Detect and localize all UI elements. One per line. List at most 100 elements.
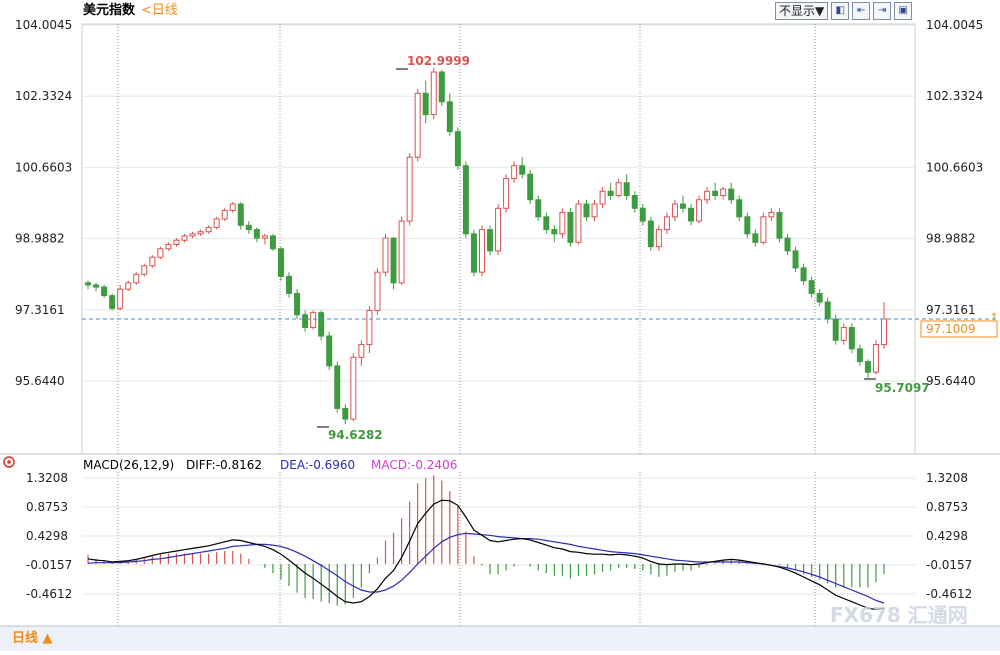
main-y-tick-right: 98.9882 [926,232,976,246]
candle-up [221,208,228,222]
candle-body [310,312,317,329]
candle-up [189,231,196,239]
candle-body [446,101,453,133]
candle-body [736,199,743,218]
candle-up [350,353,357,422]
candle-body [591,203,598,218]
period-link[interactable]: <日线 [141,3,178,18]
candle-body [840,327,847,341]
candle-body [382,237,389,273]
candle-body [237,203,244,226]
candle-up [495,204,502,256]
candle-body [728,188,735,201]
candle-up [133,272,140,285]
price-marker-icon: ⇑ [990,312,998,323]
dea-label: DEA:-0.6960 [280,458,355,472]
candle-body [109,295,116,309]
candle-body [350,356,357,420]
candle-down [390,237,397,290]
candle-body [647,220,654,248]
candle-up [671,199,678,222]
candle-body [848,327,855,350]
diff-label: DIFF:-0.8162 [186,458,262,472]
candle-body [575,203,582,243]
candle-up [406,152,413,226]
candle-up [181,233,188,243]
candle-down [623,174,630,200]
macd-y-axis: 1.3208 1.3208 0.8753 0.8753 0.4298 0.4298 -0.0… [26,471,972,601]
candle-up [229,201,236,213]
candle-body [679,203,686,209]
candle-down [109,293,116,311]
watermark: FX678 汇通网 [830,603,968,627]
candle-down [253,227,260,243]
candle-body [326,335,333,367]
candle-down [607,182,614,200]
candle-body [125,282,132,290]
candle-down [438,69,445,107]
candle-down [454,127,461,170]
candle-body [712,190,719,197]
high-annotation: 102.9999 [407,54,470,68]
candle-down [446,93,453,136]
candle-body [639,207,646,222]
candle-down [519,157,526,179]
candle-body [607,190,614,197]
main-y-tick-left: 102.3324 [15,89,72,103]
candle-up [655,225,662,251]
candle-body [294,292,301,316]
candle-down [736,195,743,222]
candlestick-series [85,67,887,425]
candle-body [792,250,799,269]
candle-down [848,323,855,354]
candle-body [519,165,526,175]
macd-y-tick-right: 0.8753 [926,500,968,514]
candle-down [832,314,839,345]
candle-down [688,204,695,226]
candle-up [366,306,373,354]
candle-body [543,216,550,231]
candle-down [712,182,719,200]
candle-down [422,80,429,124]
candle-down [237,201,244,230]
fit-view-button[interactable]: ◧ [831,2,850,20]
fullscreen-button[interactable]: ▣ [894,2,913,20]
candle-body [133,273,140,284]
candle-body [269,235,276,250]
macd-y-tick-right: -0.0157 [926,558,972,572]
candle-body [864,361,871,373]
scroll-left-button[interactable]: ⇤ [852,2,871,20]
candle-body [478,229,485,273]
current-price-label: 97.1009 [926,322,976,336]
candle-down [294,289,301,320]
candle-down [776,208,783,243]
candle-down [543,212,550,234]
main-y-tick-left: 97.3161 [15,303,65,317]
candle-down [800,263,807,285]
indicator-settings-icon[interactable] [3,456,15,468]
candle-body [688,207,695,222]
candle-body [101,286,108,297]
candle-down [535,195,542,222]
scroll-right-button[interactable]: ⇥ [873,2,892,20]
candle-body [261,235,268,239]
candle-up [310,310,317,330]
candle-up [414,89,421,162]
display-select[interactable]: 不显示▼ [775,2,829,20]
macd-title: MACD(26,12,9) [83,458,174,472]
candle-body [744,216,751,235]
candle-up [478,225,485,277]
candle-up [511,161,518,183]
main-grid [82,24,915,454]
candle-body [342,407,349,420]
candle-down [679,195,686,213]
candle-up [840,323,847,345]
period-switch[interactable]: 日线 ▲ [12,630,53,646]
candle-body [671,203,678,218]
candle-body [85,282,92,286]
macd-label: MACD:-0.2406 [371,458,457,472]
candle-down [864,359,871,379]
candle-body [334,365,341,409]
main-y-axis: 104.0045 104.0045 102.3324 102.3324 100.6603… [15,18,983,388]
